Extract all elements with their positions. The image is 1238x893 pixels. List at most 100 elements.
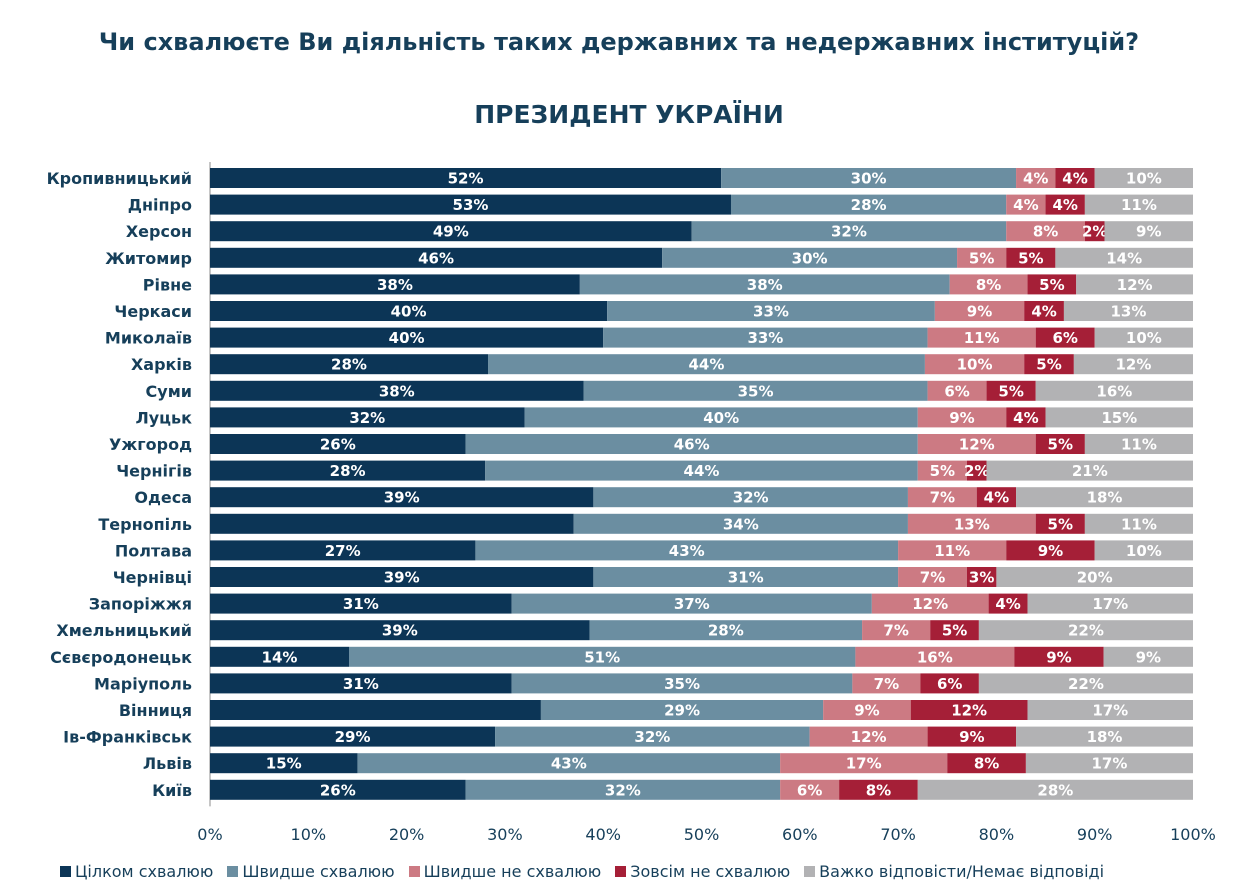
- bar-segment: [210, 726, 496, 747]
- data-label: 11%: [1121, 515, 1157, 533]
- bar-segment: [1006, 247, 1056, 268]
- x-tick-label: 100%: [1170, 825, 1216, 844]
- data-label: 5%: [969, 249, 994, 267]
- legend-label-hard-to-answer: Важко відповісти/Немає відповіді: [819, 862, 1105, 881]
- bar-segment: [1024, 301, 1064, 321]
- data-label: 51%: [584, 648, 620, 666]
- data-label: 28%: [1037, 781, 1073, 799]
- data-label: 11%: [934, 542, 970, 560]
- bar-segment: [1006, 407, 1046, 428]
- legend-item-hard-to-answer: Важко відповісти/Немає відповіді: [804, 862, 1104, 881]
- bar-segment: [465, 434, 918, 454]
- bar-segment: [871, 593, 989, 614]
- data-label: 20%: [1077, 569, 1113, 587]
- bar-segment: [976, 487, 1017, 508]
- category-label: Чернівці: [113, 568, 192, 587]
- bar-segment: [988, 593, 1028, 614]
- bar-segment: [780, 779, 840, 800]
- data-label: 26%: [320, 781, 356, 799]
- bar-segment: [927, 726, 1017, 747]
- data-label: 46%: [418, 249, 454, 267]
- data-label: 26%: [320, 436, 356, 454]
- data-label: 44%: [684, 462, 720, 480]
- bar-segment: [907, 487, 977, 508]
- bar-segment: [210, 753, 358, 774]
- bar-segment: [210, 487, 594, 508]
- category-label: Полтава: [115, 541, 192, 560]
- bar-segment: [210, 513, 574, 534]
- data-label: 5%: [1048, 436, 1073, 454]
- bar-segment: [1063, 301, 1193, 321]
- data-label: 13%: [954, 515, 990, 533]
- bar-segment: [949, 274, 1028, 295]
- data-label: 39%: [384, 489, 420, 507]
- bar-segment: [210, 620, 590, 641]
- data-label: 30%: [851, 170, 887, 188]
- bar-segment: [210, 434, 466, 454]
- data-label: 7%: [874, 675, 899, 693]
- data-label: 11%: [964, 329, 1000, 347]
- bar-segment: [721, 168, 1017, 188]
- bar-segment: [1045, 194, 1085, 215]
- data-label: 10%: [1126, 329, 1162, 347]
- data-label: 17%: [1092, 595, 1128, 613]
- data-label: 5%: [1048, 515, 1073, 533]
- bar-segment: [855, 646, 1015, 667]
- category-label: Запоріжжя: [89, 595, 192, 614]
- x-tick-label: 20%: [389, 825, 425, 844]
- data-label: 8%: [1033, 223, 1058, 241]
- category-label: Херсон: [126, 222, 192, 241]
- data-label: 6%: [1052, 329, 1077, 347]
- bar-segment: [593, 487, 908, 508]
- bar-segment: [210, 327, 604, 348]
- bar-segment: [603, 327, 928, 348]
- bar-segment: [589, 620, 863, 641]
- data-label: 15%: [1101, 409, 1137, 427]
- bar-segment: [839, 779, 918, 800]
- bar-segment: [1016, 487, 1193, 508]
- bar-segment: [1016, 168, 1056, 188]
- bar-segment: [898, 567, 967, 587]
- data-label: 4%: [1013, 196, 1038, 214]
- bar-segment: [1084, 221, 1105, 242]
- legend-item-rather-disapprove: Швидше не схвалюю: [408, 862, 602, 881]
- data-label: 38%: [747, 276, 783, 294]
- bar-segment: [957, 247, 1007, 268]
- data-label: 17%: [1091, 755, 1127, 773]
- legend-swatch-rather-approve: [227, 866, 239, 877]
- category-label: Маріуполь: [94, 674, 192, 693]
- data-label: 39%: [384, 569, 420, 587]
- data-label: 44%: [689, 356, 725, 374]
- bar-segment: [579, 274, 950, 295]
- data-label: 4%: [1052, 196, 1077, 214]
- legend-swatch-rather-disapprove: [408, 866, 420, 877]
- bar-segment: [210, 221, 692, 242]
- data-label: 5%: [942, 622, 967, 640]
- bar-segment: [917, 460, 967, 481]
- data-label: 38%: [379, 382, 415, 400]
- data-label: 35%: [738, 382, 774, 400]
- data-label: 30%: [792, 249, 828, 267]
- data-label: 31%: [343, 675, 379, 693]
- data-label: 21%: [1072, 462, 1108, 480]
- bar-segment: [1035, 327, 1095, 348]
- data-label: 12%: [951, 702, 987, 720]
- bar-segment: [210, 779, 466, 800]
- data-label: 9%: [967, 303, 992, 321]
- data-label: 28%: [851, 196, 887, 214]
- data-label: 12%: [959, 436, 995, 454]
- bar-segment: [573, 513, 908, 534]
- category-label: Луцьк: [135, 408, 192, 427]
- data-label: 9%: [959, 728, 984, 746]
- legend-label-rather-disapprove: Швидше не схвалюю: [423, 862, 602, 881]
- bar-segment: [1084, 434, 1193, 454]
- legend-item-fully-disapprove: Зовсім не схвалюю: [615, 862, 790, 881]
- data-label: 5%: [1018, 249, 1043, 267]
- bar-segment: [978, 673, 1193, 694]
- bar-segment: [947, 753, 1026, 774]
- category-label: Київ: [152, 781, 192, 800]
- bar-segment: [210, 540, 476, 561]
- data-label: 3%: [969, 569, 994, 587]
- data-label: 4%: [1031, 303, 1056, 321]
- data-label: 32%: [831, 223, 867, 241]
